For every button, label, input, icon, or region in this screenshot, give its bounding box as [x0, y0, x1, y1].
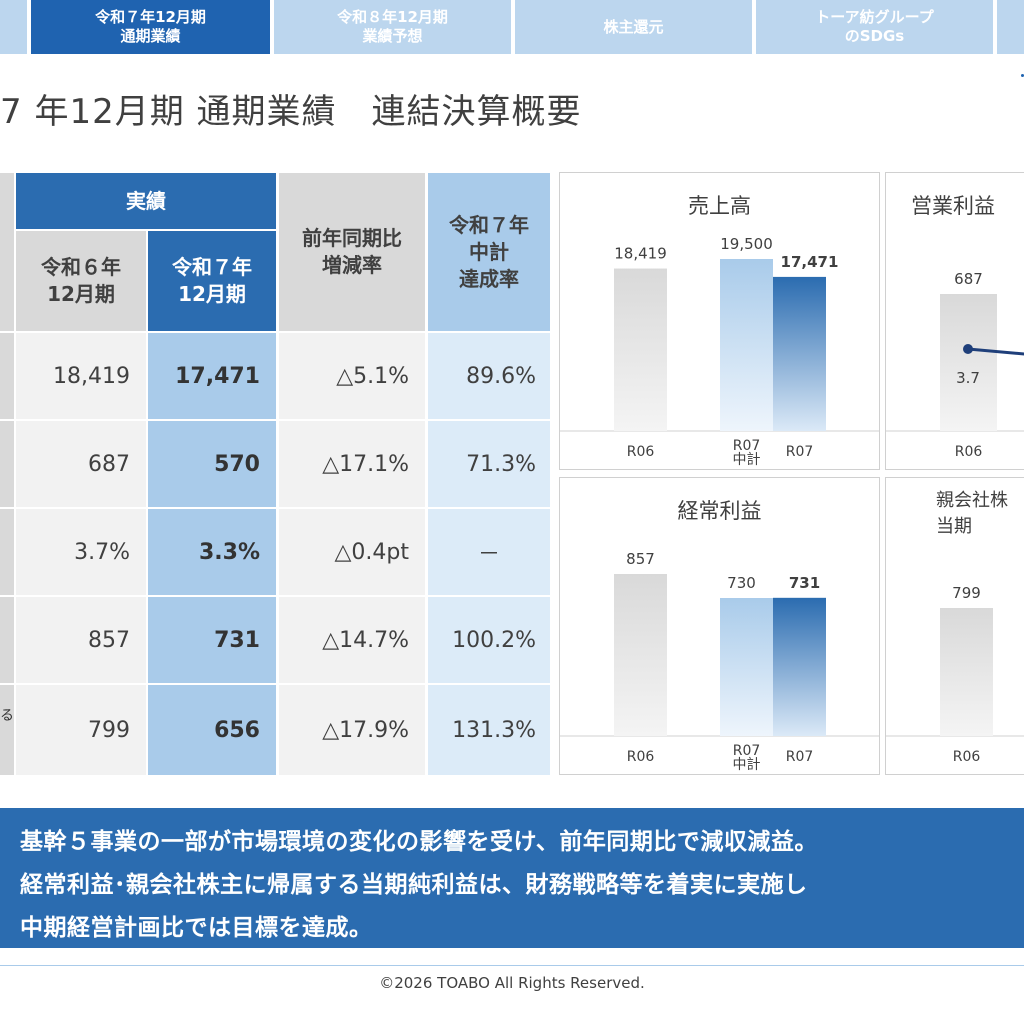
header-achievement: 令和７年 中計 達成率: [428, 173, 550, 331]
tab-next[interactable]: [997, 0, 1024, 54]
chart-operating-income: 営業利益 687 R06 3.7: [885, 172, 1024, 470]
tab-previous[interactable]: [0, 0, 27, 54]
category-label: R06: [953, 749, 981, 765]
cell-current: 656: [148, 685, 276, 775]
chart-title: 営業利益: [911, 194, 995, 218]
cell-achievement: 131.3%: [428, 685, 550, 775]
category-label: R06: [627, 749, 655, 765]
chart-bar: [940, 608, 993, 736]
cell-yoy: △17.9%: [279, 685, 425, 775]
cell-current: 17,471: [148, 333, 276, 419]
table-stub-header: [0, 173, 14, 331]
top-navigation-tabs: 令和７年12月期 通期業績 令和８年12月期 業績予想 株主還元 トーア紡グルー…: [0, 0, 1024, 56]
bar-value-label: 687: [954, 270, 983, 288]
chart-bar: [614, 574, 667, 736]
category-label: R06: [627, 444, 655, 460]
chart-bar: [720, 259, 773, 431]
copyright: ©2026 TOABO All Rights Reserved.: [379, 974, 645, 992]
chart-net-income: 親会社株 当期 799 R06: [885, 477, 1024, 775]
category-label: R07: [733, 438, 761, 454]
margin-label: 3.7: [956, 369, 980, 387]
cell-prev: 799: [16, 685, 146, 775]
chart-ordinary-income: 経常利益 857 R06 730 R07 中計 731 R07: [559, 477, 880, 775]
summary-line: 経常利益･親会社株主に帰属する当期純利益は、財務戦略等を着実に実施し: [20, 872, 808, 898]
summary-line: 基幹５事業の一部が市場環境の変化の影響を受け、前年同期比で減収減益。: [20, 829, 818, 855]
chart-bar: [720, 598, 773, 736]
category-label: R07: [733, 743, 761, 759]
margin-line: [967, 347, 1024, 356]
category-label: R07: [786, 444, 814, 460]
tab-shareholder-returns[interactable]: 株主還元: [515, 0, 752, 54]
bar-value-label: 18,419: [614, 245, 667, 263]
cell-prev: 857: [16, 597, 146, 683]
tab-fy2025-results[interactable]: 令和７年12月期 通期業績: [31, 0, 270, 54]
bar-value-label: 17,471: [781, 253, 839, 271]
chart-bar: [940, 294, 997, 431]
chart-bar: [773, 597, 826, 736]
cell-achievement: －: [428, 509, 550, 595]
cell-current: 3.3%: [148, 509, 276, 595]
bar-value-label: 857: [626, 550, 655, 568]
decorative-dot: [1021, 74, 1024, 77]
cell-current: 570: [148, 421, 276, 507]
chart-bar: [614, 268, 667, 431]
tab-fy2026-forecast[interactable]: 令和８年12月期 業績予想: [274, 0, 511, 54]
footer-divider: [0, 965, 1024, 966]
category-label: R06: [955, 444, 983, 460]
category-label: R07: [786, 749, 814, 765]
row-stub: [0, 421, 14, 507]
row-stub: [0, 597, 14, 683]
chart-net-svg: 799 R06: [886, 584, 1024, 765]
cell-yoy: △5.1%: [279, 333, 425, 419]
bar-value-label: 730: [727, 574, 756, 592]
chart-sales: 売上高 18,419 R06 19,500 R07 中計 17,471 R07: [559, 172, 880, 470]
category-label: 中計: [733, 757, 761, 773]
cell-prev: 687: [16, 421, 146, 507]
category-label: 中計: [733, 452, 761, 468]
summary-line: 中期経営計画比では目標を達成。: [20, 915, 373, 941]
page-title: 7 年12月期 通期業績 連結決算概要: [0, 92, 582, 132]
cell-prev: 3.7%: [16, 509, 146, 595]
header-current-year: 令和７年 12月期: [148, 231, 276, 331]
bar-value-label: 799: [952, 584, 981, 602]
cell-achievement: 89.6%: [428, 333, 550, 419]
chart-bar: [773, 276, 826, 431]
cell-achievement: 71.3%: [428, 421, 550, 507]
bar-value-label: 731: [789, 574, 820, 592]
row-stub: る: [0, 685, 14, 775]
header-actual: 実績: [16, 173, 276, 229]
header-prev-year: 令和６年 12月期: [16, 231, 146, 331]
chart-title: 売上高: [688, 194, 751, 218]
cell-achievement: 100.2%: [428, 597, 550, 683]
cell-yoy: △14.7%: [279, 597, 425, 683]
tab-sdgs[interactable]: トーア紡グループ のSDGs: [756, 0, 993, 54]
cell-yoy: △0.4pt: [279, 509, 425, 595]
chart-title: 経常利益: [677, 499, 762, 523]
margin-point: [963, 344, 973, 354]
chart-title: 親会社株 当期: [936, 490, 1008, 537]
header-yoy: 前年同期比 増減率: [279, 173, 425, 331]
row-stub: [0, 509, 14, 595]
summary-message-box: 基幹５事業の一部が市場環境の変化の影響を受け、前年同期比で減収減益。 経常利益･…: [0, 808, 1024, 948]
bar-value-label: 19,500: [720, 235, 773, 253]
chart-operating-svg: 687 R06 3.7: [886, 270, 1024, 460]
cell-yoy: △17.1%: [279, 421, 425, 507]
row-stub: [0, 333, 14, 419]
cell-prev: 18,419: [16, 333, 146, 419]
cell-current: 731: [148, 597, 276, 683]
